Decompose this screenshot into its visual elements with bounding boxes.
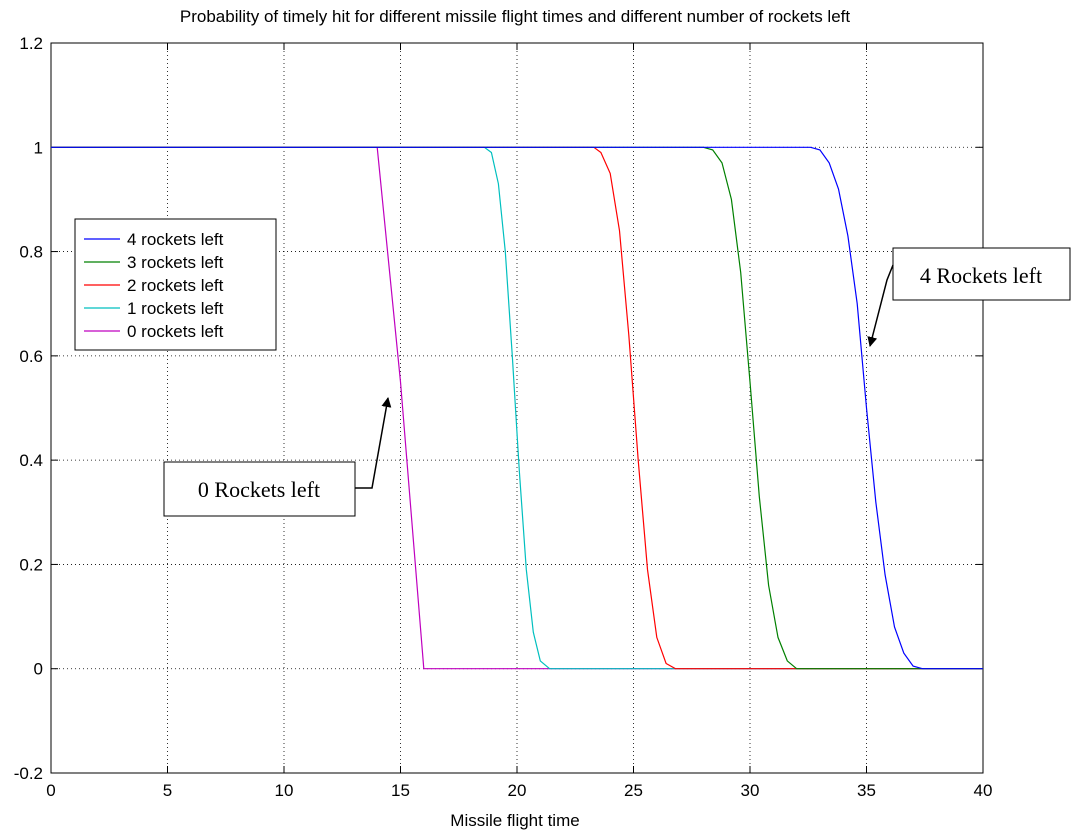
legend-label: 3 rockets left [127,253,224,272]
annotation-0-rockets-box [163,461,356,517]
y-tick-label: 0.6 [19,347,43,366]
series-line-4-rockets-left [51,146,983,670]
legend-label: 0 rockets left [127,322,224,341]
x-axis: 0 5 10 15 20 25 30 35 40 [46,43,992,800]
x-tick-label: 0 [46,781,55,800]
x-tick-label: 35 [857,781,876,800]
annotation-4-rockets-box [892,247,1071,301]
y-tick-label: 0 [34,660,43,679]
y-tick-label: 0.4 [19,451,43,470]
annotation-0-rockets-arrow [355,397,392,489]
y-tick-label: 0.2 [19,555,43,574]
annotation-4-rockets-arrow [867,264,894,347]
y-axis: -0.2 0 0.2 0.4 0.6 0.8 1 1.2 [14,34,983,783]
chart-title: Probability of timely hit for different … [180,7,850,26]
legend: 4 rockets left 3 rockets left 2 rockets le… [74,218,277,351]
x-tick-label: 15 [391,781,410,800]
grid [51,43,983,773]
x-tick-label: 40 [974,781,993,800]
legend-label: 2 rockets left [127,276,224,295]
x-tick-label: 30 [741,781,760,800]
x-tick-label: 10 [275,781,294,800]
x-axis-label: Missile flight time [450,811,579,830]
series-line-3-rockets-left [51,146,983,670]
y-tick-label: 1 [34,138,43,157]
annotation-0-rockets: 0 Rockets left [163,397,392,517]
annotation-0-rockets-text: 0 Rockets left [198,477,320,502]
y-tick-label: 0.8 [19,243,43,262]
x-tick-label: 20 [508,781,527,800]
x-tick-label: 25 [624,781,643,800]
annotation-4-rockets: 4 Rockets left [867,247,1071,347]
x-tick-label: 5 [163,781,172,800]
series-line-1-rockets-left [51,146,983,670]
annotation-4-rockets-text: 4 Rockets left [920,263,1042,288]
y-tick-label: -0.2 [14,764,43,783]
legend-label: 4 rockets left [127,230,224,249]
series-line-2-rockets-left [51,146,983,670]
legend-label: 1 rockets left [127,299,224,318]
series-lines [51,146,983,670]
y-tick-label: 1.2 [19,34,43,53]
